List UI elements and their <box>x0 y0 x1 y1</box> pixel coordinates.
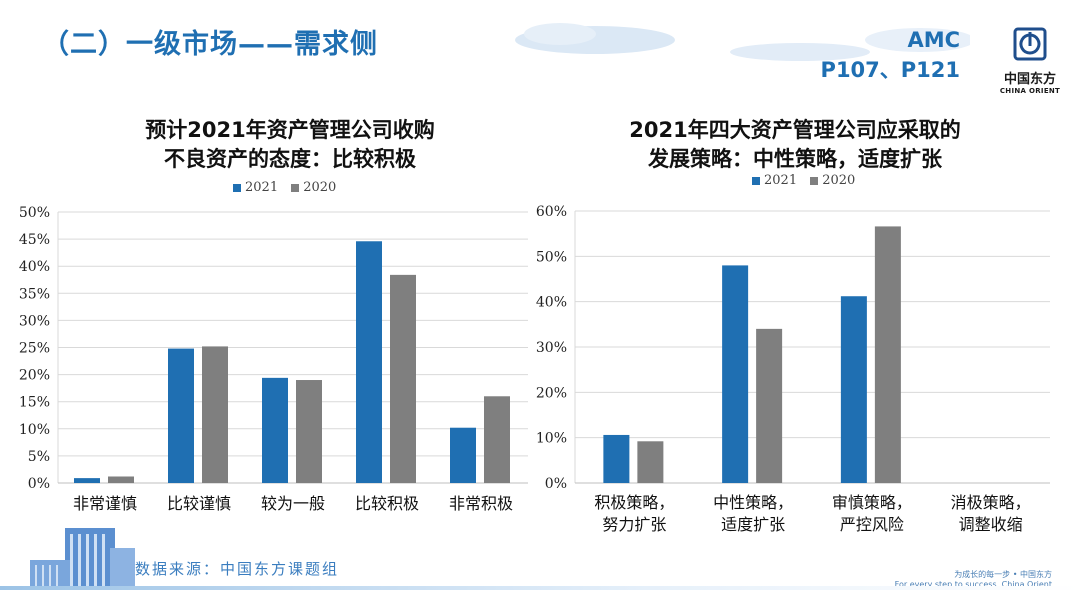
bar-2020-2 <box>874 226 901 483</box>
chart1-title-line2: 不良资产的态度：比较积极 <box>164 147 416 171</box>
y-tick-label: 45% <box>19 232 50 248</box>
y-tick-label: 30% <box>536 340 567 356</box>
legend-item-2021: 2021 <box>752 173 797 188</box>
x-category-label: 适度扩张 <box>721 515 785 534</box>
bar-2020-0 <box>108 476 134 483</box>
legend-item-2020: 2020 <box>291 180 336 195</box>
page-title: （二）一级市场——需求侧 <box>42 29 378 60</box>
x-category-label: 审慎策略， <box>832 493 912 512</box>
x-category-label: 比较谨慎 <box>167 494 231 513</box>
reference-line-amc: AMC <box>907 28 960 52</box>
y-tick-label: 30% <box>19 313 50 329</box>
building-illustration-icon <box>30 528 135 590</box>
legend-swatch-2021 <box>752 176 760 185</box>
legend-item-2020: 2020 <box>810 173 855 188</box>
y-tick-label: 40% <box>19 259 50 275</box>
footer-slogan: 为成长的每一步 • 中国东方 For every step to success… <box>895 570 1052 590</box>
x-category-label: 比较积极 <box>355 494 419 513</box>
y-tick-label: 20% <box>19 368 50 384</box>
footer-slogan-cn: 为成长的每一步 • 中国东方 <box>954 570 1052 579</box>
y-tick-label: 5% <box>28 449 50 465</box>
chart2-title: 2021年四大资产管理公司应采取的 发展策略：中性策略，适度扩张 <box>555 116 1035 174</box>
chart2-title-line2: 发展策略：中性策略，适度扩张 <box>648 147 942 171</box>
x-category-label: 非常积极 <box>449 494 513 513</box>
y-tick-label: 50% <box>19 205 50 221</box>
footer-band <box>0 586 1080 590</box>
y-tick-label: 15% <box>19 395 50 411</box>
y-tick-label: 60% <box>536 204 567 220</box>
cloud-decoration <box>515 23 970 61</box>
x-category-label: 非常谨慎 <box>73 494 137 513</box>
logo-name: 中国东方 <box>1003 72 1056 87</box>
bar-2021-2 <box>262 377 288 483</box>
y-tick-label: 50% <box>536 249 567 265</box>
bar-2021-0 <box>74 478 100 483</box>
logo-subtitle: CHINA ORIENT <box>999 87 1061 95</box>
y-tick-label: 25% <box>19 341 50 357</box>
bar-2021-1 <box>722 265 749 483</box>
legend-swatch-2021 <box>233 183 241 192</box>
legend-label-2020: 2020 <box>822 173 856 188</box>
bar-2020-1 <box>202 346 228 483</box>
bar-2021-3 <box>356 241 382 483</box>
bar-2020-1 <box>756 328 783 483</box>
chart1-legend: 2021 2020 <box>233 180 345 195</box>
y-tick-label: 35% <box>19 286 50 302</box>
x-category-label: 中性策略， <box>713 493 793 512</box>
legend-swatch-2020 <box>810 176 819 185</box>
x-category-label: 消极策略， <box>951 493 1031 512</box>
footer-slogan-en: For every step to success. China Orient <box>894 580 1052 589</box>
chart1-plot: 0% 5% 10% 15% 20% 25% 30% 35% 40% 45% 50% 非常谨慎 比较谨慎 较… <box>19 205 528 513</box>
chart1-title-line1: 预计2021年资产管理公司收购 <box>145 118 435 142</box>
bar-2021-4 <box>450 427 476 483</box>
y-tick-label: 40% <box>536 295 567 311</box>
chart2-plot: 0% 10% 20% 30% 40% 50% 60% 积极策略， 努力扩张 中性策略， 适度扩张 审慎… <box>536 204 1050 534</box>
china-orient-logo-icon <box>1013 27 1047 61</box>
legend-label-2020: 2020 <box>303 180 337 195</box>
source-note: 数据来源：中国东方课题组 <box>135 560 340 578</box>
y-tick-label: 0% <box>545 476 567 492</box>
legend-swatch-2020 <box>291 183 300 192</box>
bar-2021-0 <box>603 434 630 483</box>
chart2-legend: 2021 2020 <box>752 173 864 188</box>
x-category-label: 严控风险 <box>840 515 904 534</box>
chart1-title: 预计2021年资产管理公司收购 不良资产的态度：比较积极 <box>60 116 520 174</box>
bar-2021-1 <box>168 348 194 483</box>
bar-2020-3 <box>390 274 416 483</box>
x-category-label: 积极策略， <box>594 493 674 512</box>
x-category-label: 努力扩张 <box>602 515 666 534</box>
bar-2020-0 <box>637 441 664 483</box>
bar-2020-2 <box>296 380 322 483</box>
legend-item-2021: 2021 <box>233 180 278 195</box>
x-category-label: 较为一般 <box>261 494 325 513</box>
y-tick-label: 10% <box>19 422 50 438</box>
legend-label-2021: 2021 <box>245 180 279 195</box>
company-logo: 中国东方 CHINA ORIENT <box>990 26 1070 95</box>
chart2-title-line1: 2021年四大资产管理公司应采取的 <box>629 118 961 142</box>
bar-2021-2 <box>840 296 867 483</box>
reference-line-pages: P107、P121 <box>820 58 960 82</box>
y-tick-label: 0% <box>28 476 50 492</box>
y-tick-label: 10% <box>536 431 567 447</box>
legend-label-2021: 2021 <box>764 173 798 188</box>
y-tick-label: 20% <box>536 385 567 401</box>
x-category-label: 调整收缩 <box>959 515 1023 534</box>
bar-2020-4 <box>484 396 510 483</box>
